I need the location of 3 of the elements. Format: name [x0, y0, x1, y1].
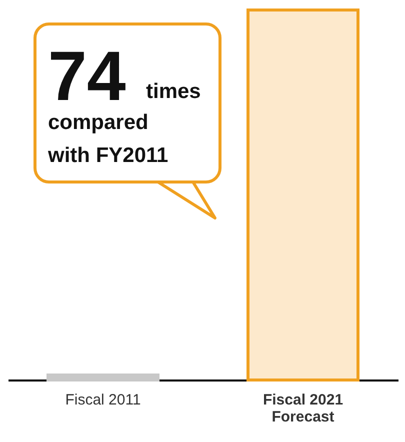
annotation: 74 times compared with FY2011	[47, 37, 201, 167]
x-tick-label: Fiscal 2011	[65, 392, 141, 408]
x-tick-label: Fiscal 2021 Forecast	[262, 392, 344, 426]
